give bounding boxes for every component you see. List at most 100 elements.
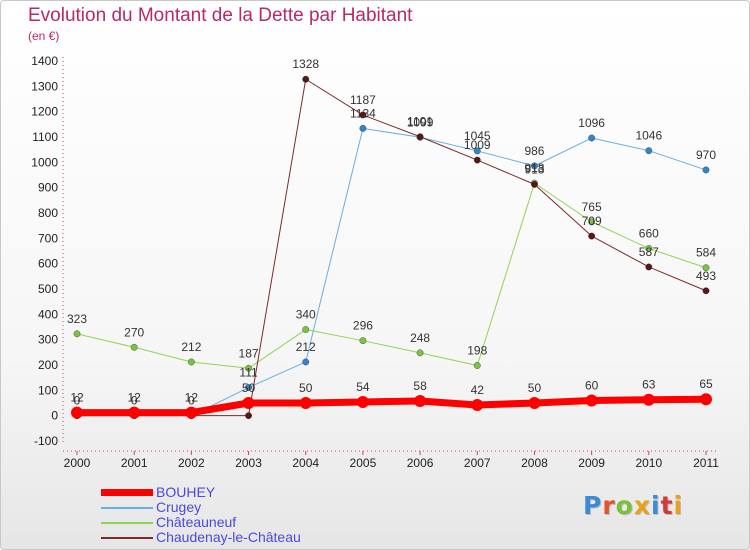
data-label-chaudenay-le-ch-teau: 709 xyxy=(582,214,602,228)
chart-title: Evolution du Montant de la Dette par Hab… xyxy=(28,5,413,26)
data-label-bouhey: 60 xyxy=(585,378,599,392)
data-point-chaudenay-le-ch-teau xyxy=(245,412,252,420)
data-point-bouhey xyxy=(71,406,83,419)
data-label-ch-teauneuf: 660 xyxy=(639,226,659,240)
data-label-chaudenay-le-ch-teau: 1101 xyxy=(407,115,433,129)
legend-swatch-bouhey xyxy=(101,489,153,496)
data-label-chaudenay-le-ch-teau: 1328 xyxy=(292,57,319,71)
data-point-ch-teauneuf xyxy=(187,358,195,366)
data-label-ch-teauneuf: 248 xyxy=(410,331,430,345)
data-point-bouhey xyxy=(414,394,427,407)
x-tick-label: 2009 xyxy=(578,456,605,470)
logo-letter: P xyxy=(583,491,603,520)
data-label-crugey: 212 xyxy=(296,340,316,354)
data-label-ch-teauneuf: 323 xyxy=(67,312,87,326)
legend-label-bouhey: BOUHEY xyxy=(156,484,216,500)
data-label-ch-teauneuf: 198 xyxy=(467,344,487,358)
y-tick-label: -100 xyxy=(34,434,58,448)
series-line-bouhey xyxy=(73,395,710,417)
data-point-bouhey xyxy=(128,406,141,419)
y-tick-label: 300 xyxy=(38,333,58,347)
data-label-ch-teauneuf: 918 xyxy=(524,161,544,175)
y-tick-label: 600 xyxy=(38,257,58,271)
legend-label-chaudenay: Chaudenay-le-Château xyxy=(156,529,301,545)
logo-letter: o xyxy=(615,491,634,520)
data-point-ch-teauneuf xyxy=(416,349,424,357)
data-label-bouhey: 12 xyxy=(70,391,84,405)
x-tick-label: 2003 xyxy=(235,456,262,470)
data-label-crugey: 986 xyxy=(524,144,544,158)
data-label-bouhey: 58 xyxy=(413,379,427,393)
data-label-chaudenay-le-ch-teau: 493 xyxy=(696,269,716,283)
series-line-crugey xyxy=(76,127,707,417)
data-label-ch-teauneuf: 296 xyxy=(353,319,373,333)
logo-letter: x xyxy=(633,491,651,520)
y-tick-label: 200 xyxy=(38,358,58,372)
x-tick-label: 2007 xyxy=(464,456,491,470)
data-point-crugey xyxy=(702,166,710,174)
data-point-ch-teauneuf xyxy=(645,245,653,252)
proxiti-logo: Proxiti xyxy=(583,491,683,520)
y-tick-label: 1400 xyxy=(31,54,58,68)
data-point-chaudenay-le-ch-teau xyxy=(416,133,424,141)
data-label-ch-teauneuf: 270 xyxy=(124,325,144,339)
logo-letter: r xyxy=(602,491,616,520)
legend-label-chateauneuf: Châteauneuf xyxy=(156,514,237,530)
data-point-chaudenay-le-ch-teau xyxy=(645,263,653,271)
data-point-bouhey xyxy=(185,406,198,419)
data-label-bouhey: 50 xyxy=(299,381,313,395)
data-point-bouhey xyxy=(642,393,655,406)
x-tick-label: 2008 xyxy=(521,456,548,470)
data-label-crugey: 1134 xyxy=(350,106,376,120)
legend-swatch-crugey xyxy=(101,507,153,509)
logo-letter: t xyxy=(660,491,674,520)
x-tick-label: 2000 xyxy=(64,456,91,470)
data-label-crugey: 970 xyxy=(696,148,716,162)
data-label-ch-teauneuf: 187 xyxy=(239,346,259,360)
data-point-bouhey xyxy=(242,397,255,409)
logo-letter: i xyxy=(651,491,661,520)
data-point-ch-teauneuf xyxy=(473,362,481,369)
data-point-ch-teauneuf xyxy=(302,326,310,333)
data-label-crugey: 0 xyxy=(131,394,138,408)
y-tick-label: 1100 xyxy=(32,130,58,144)
series-line-chaudenay-le-ch-teau xyxy=(76,78,707,417)
y-tick-label: 1300 xyxy=(31,79,58,93)
chart-unit: (en €) xyxy=(28,29,60,43)
data-point-chaudenay-le-ch-teau xyxy=(588,232,596,240)
data-point-crugey xyxy=(359,124,367,132)
data-point-crugey xyxy=(473,147,481,155)
data-point-ch-teauneuf xyxy=(588,218,596,226)
data-label-bouhey: 54 xyxy=(356,380,370,394)
x-tick-label: 2001 xyxy=(121,456,148,470)
y-tick-label: 0 xyxy=(51,409,58,423)
y-tick-label: 100 xyxy=(38,383,58,397)
data-point-crugey xyxy=(531,162,538,170)
legend-swatch-chaudenay xyxy=(101,537,153,539)
data-label-ch-teauneuf: 212 xyxy=(181,340,201,354)
data-label-crugey: 1045 xyxy=(464,129,491,143)
data-label-bouhey: 12 xyxy=(128,391,142,405)
y-tick-label: 700 xyxy=(38,231,58,245)
y-tick-label: 400 xyxy=(38,307,58,321)
data-point-ch-teauneuf xyxy=(702,264,710,272)
data-point-bouhey xyxy=(700,393,712,406)
y-tick-label: 1000 xyxy=(31,155,58,169)
data-point-crugey xyxy=(645,147,653,155)
data-label-bouhey: 65 xyxy=(699,377,713,391)
data-point-ch-teauneuf xyxy=(73,330,81,338)
data-label-crugey: 1099 xyxy=(407,115,434,129)
y-tick-label: 800 xyxy=(38,206,58,220)
data-point-crugey xyxy=(588,134,596,142)
logo-letter: i xyxy=(673,491,684,520)
data-label-chaudenay-le-ch-teau: 1187 xyxy=(350,93,376,107)
data-point-bouhey xyxy=(356,395,369,408)
data-point-chaudenay-le-ch-teau xyxy=(302,75,310,83)
data-label-chaudenay-le-ch-teau: 913 xyxy=(524,162,544,176)
data-point-crugey xyxy=(245,384,252,391)
x-tick-label: 2002 xyxy=(178,456,205,470)
data-point-crugey xyxy=(302,358,310,366)
data-label-bouhey: 12 xyxy=(185,391,199,405)
data-point-bouhey xyxy=(585,394,598,407)
